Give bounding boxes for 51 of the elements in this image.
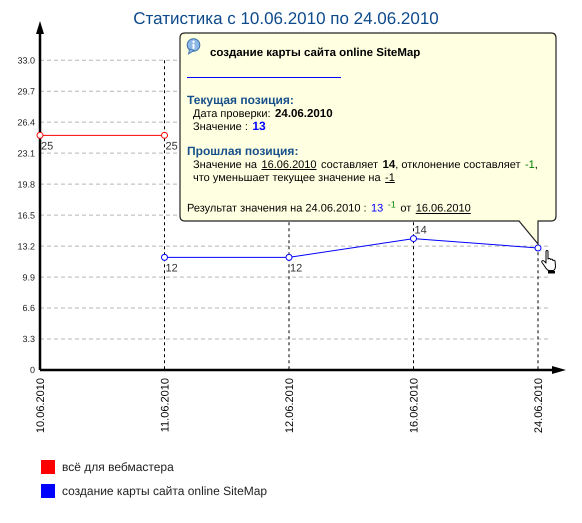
- annotation: создание карты сайта online SiteMap: [210, 47, 420, 59]
- x-tick-label: 16.06.2010: [408, 378, 420, 434]
- annotation: Значение :: [193, 121, 248, 133]
- x-tick-label: 24.06.2010: [532, 378, 545, 434]
- y-tick-label: 9.9: [22, 272, 35, 282]
- annotation: -1: [388, 199, 396, 209]
- point: [161, 254, 168, 261]
- legend-label: создание карты сайта online SiteMap: [62, 484, 268, 498]
- y-tick-label: 0: [30, 365, 35, 376]
- y-tick-label: 16.5: [17, 210, 35, 220]
- data-label: 12: [290, 262, 302, 274]
- annotation: 24.06.2010: [275, 108, 333, 120]
- annotation: ,: [534, 159, 538, 171]
- point: [36, 132, 44, 139]
- annotation: от: [400, 202, 412, 215]
- data-label: 14: [414, 224, 427, 237]
- annotation: Текущая позиция:: [187, 93, 294, 107]
- annotation: что уменьшает текущее значение на: [193, 172, 381, 184]
- y-tick-label: 6.6: [22, 303, 35, 314]
- chart-title: Статистика с 10.06.2010 по 24.06.2010: [133, 9, 439, 28]
- data-label: 25: [166, 140, 178, 152]
- data-label: 25: [41, 140, 54, 152]
- y-tick-label: 19.8: [17, 179, 35, 190]
- y-tick-label: 13.2: [17, 241, 35, 252]
- annotation: Значение на: [193, 159, 258, 171]
- annotation: 13: [371, 202, 384, 215]
- y-tick-label: 33.0: [17, 55, 35, 66]
- x-tick-label: 11.06.2010: [159, 378, 172, 432]
- annotation: 14: [382, 159, 396, 171]
- x-tick-label: 12.06.2010: [284, 378, 296, 434]
- annotation: 16.06.2010: [416, 202, 471, 215]
- annotation: Прошлая позиция:: [187, 144, 298, 158]
- annotation: составляет: [321, 159, 378, 171]
- y-tick-label: 23.1: [17, 148, 35, 158]
- annotation: 16.06.2010: [261, 159, 317, 171]
- point: [161, 132, 168, 139]
- annotation: Дата проверки:: [193, 108, 271, 120]
- annotation: -1: [524, 159, 535, 171]
- y-tick-label: 3.3: [22, 334, 35, 344]
- annotation: -1: [385, 172, 395, 184]
- point: [286, 254, 292, 261]
- legend-label: всё для вебмастера: [62, 460, 174, 474]
- annotation: Результат значения на 24.06.2010 :: [187, 202, 367, 215]
- y-tick-label: 29.7: [17, 86, 35, 96]
- y-tick-label: 26.4: [17, 117, 35, 128]
- point: [410, 235, 417, 242]
- x-tick-label: 10.06.2010: [34, 378, 47, 434]
- data-label: 12: [166, 262, 178, 274]
- point: [534, 244, 542, 252]
- annotation: , отклонение составляет: [395, 159, 521, 171]
- annotation: 13: [252, 119, 266, 133]
